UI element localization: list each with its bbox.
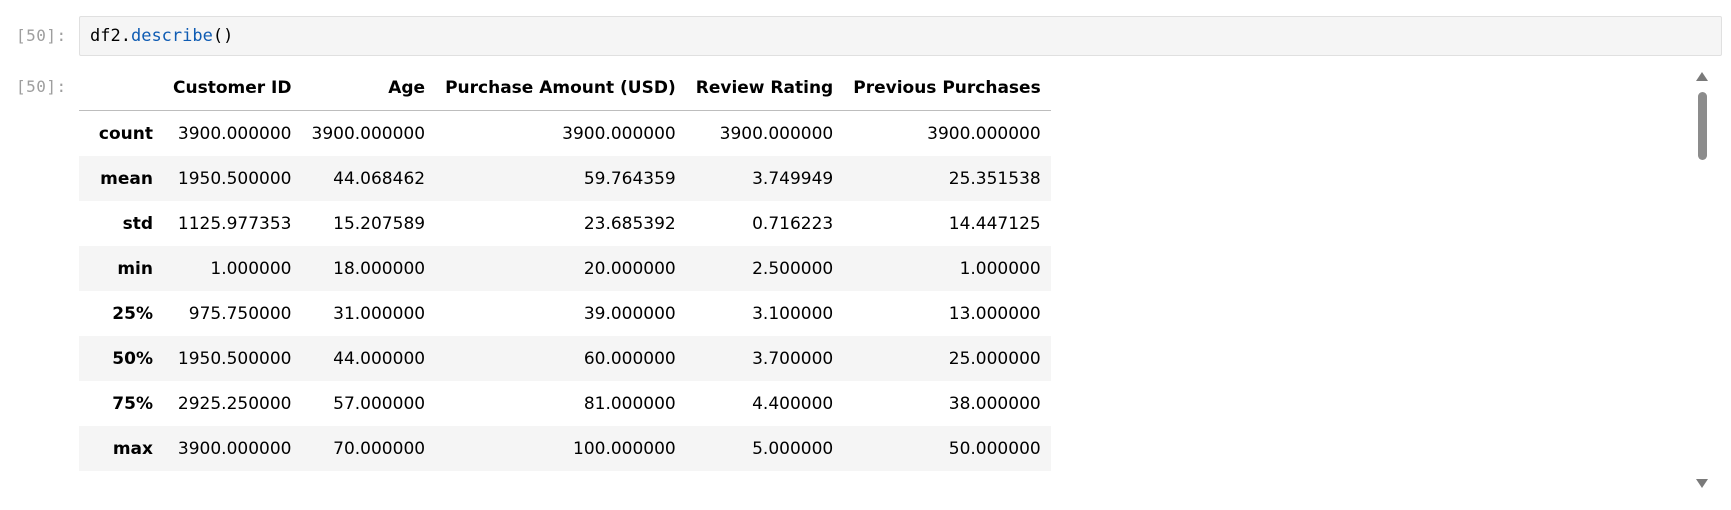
code-cell-editor[interactable]: df2.describe() [79,16,1722,56]
column-header-purchase-amount: Purchase Amount (USD) [435,66,686,111]
table-cell: 1.000000 [959,258,1041,279]
table-cell: 3.749949 [752,168,834,189]
table-cell: 3.700000 [752,348,834,369]
scroll-thumb[interactable] [1698,92,1707,160]
table-cell: 5.000000 [752,438,834,459]
table-cell: 3900.000000 [719,123,834,144]
table-cell: 3900.000000 [177,438,292,459]
column-header-age: Age [301,66,436,111]
table-cell: 2.500000 [752,258,834,279]
output-area: Customer ID Age Purchase Amount (USD) Re… [79,66,1699,486]
table-cell: 1125.977353 [177,213,292,234]
triangle-down-icon[interactable] [1696,479,1708,488]
row-index: std [122,213,153,234]
row-index: 50% [112,348,153,369]
table-cell: 39.000000 [583,303,676,324]
column-header-review-rating: Review Rating [685,66,844,111]
table-cell: 975.750000 [188,303,292,324]
code-dot: . [120,26,131,46]
table-cell: 23.685392 [583,213,676,234]
table-row: mean 1950.500000 44.068462 59.764359 3.7… [79,156,1051,201]
table-cell: 15.207589 [333,213,426,234]
table-cell: 2925.250000 [177,393,292,414]
table-cell: 3900.000000 [562,123,676,144]
table-cell: 70.000000 [333,438,426,459]
table-cell: 1950.500000 [177,348,292,369]
table-header-row: Customer ID Age Purchase Amount (USD) Re… [79,66,1051,111]
table-cell: 59.764359 [583,168,676,189]
table-cell: 44.068462 [333,168,426,189]
table-cell: 1950.500000 [177,168,292,189]
table-row: std 1125.977353 15.207589 23.685392 0.71… [79,201,1051,246]
row-index: count [98,123,153,144]
table-cell: 3900.000000 [177,123,292,144]
table-row: count 3900.000000 3900.000000 3900.00000… [79,111,1051,157]
table-cell: 60.000000 [583,348,676,369]
row-index: 25% [112,303,153,324]
table-row: 25% 975.750000 31.000000 39.000000 3.100… [79,291,1051,336]
table-cell: 18.000000 [333,258,426,279]
code-function: describe [130,26,213,46]
table-cell: 25.000000 [948,348,1041,369]
table-cell: 81.000000 [583,393,676,414]
table-cell: 38.000000 [948,393,1041,414]
table-cell: 3900.000000 [927,123,1041,144]
table-cell: 4.400000 [752,393,834,414]
output-scrollbar[interactable] [1694,68,1710,488]
table-cell: 3.100000 [752,303,834,324]
dataframe-table: Customer ID Age Purchase Amount (USD) Re… [79,66,1051,471]
table-cell: 25.351538 [948,168,1041,189]
table-cell: 57.000000 [333,393,426,414]
table-cell: 50.000000 [948,438,1041,459]
table-row: min 1.000000 18.000000 20.000000 2.50000… [79,246,1051,291]
output-prompt: [50]: [16,77,67,96]
row-index: mean [100,168,153,189]
table-cell: 0.716223 [752,213,834,234]
table-cell: 3900.000000 [311,123,426,144]
row-index: 75% [112,393,153,414]
table-cell: 1.000000 [210,258,292,279]
row-index: min [117,258,153,279]
column-header-customer-id: Customer ID [163,66,302,111]
table-cell: 31.000000 [333,303,426,324]
column-header-previous-purchases: Previous Purchases [843,66,1051,111]
index-header [79,66,163,111]
input-prompt: [50]: [16,26,67,45]
table-row: max 3900.000000 70.000000 100.000000 5.0… [79,426,1051,471]
table-row: 75% 2925.250000 57.000000 81.000000 4.40… [79,381,1051,426]
code-variable: df2 [90,26,121,46]
table-cell: 20.000000 [583,258,676,279]
table-cell: 100.000000 [573,438,676,459]
triangle-up-icon[interactable] [1696,72,1708,81]
table-row: 50% 1950.500000 44.000000 60.000000 3.70… [79,336,1051,381]
table-cell: 13.000000 [948,303,1041,324]
table-cell: 44.000000 [333,348,426,369]
row-index: max [112,438,153,459]
code-parens: () [212,26,234,46]
table-cell: 14.447125 [948,213,1041,234]
